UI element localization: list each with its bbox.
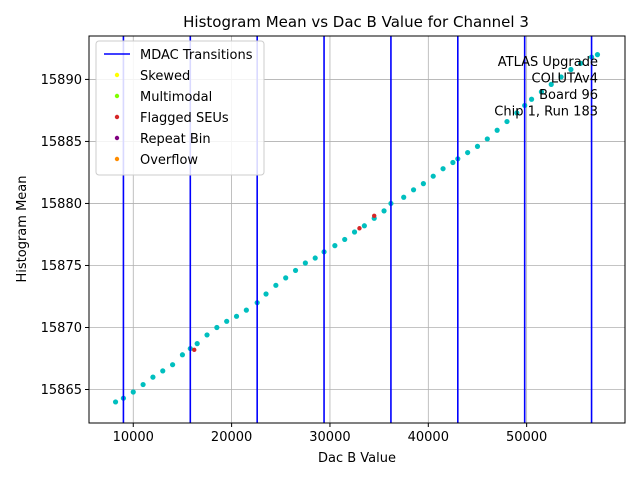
data-point <box>548 81 554 87</box>
data-point <box>263 291 269 297</box>
data-point <box>342 236 348 243</box>
data-point <box>112 399 119 405</box>
y-tick-label: 15865 <box>41 383 82 398</box>
legend-label: Skewed <box>140 69 190 84</box>
data-point <box>233 313 240 319</box>
legend-label: Multimodal <box>140 90 212 105</box>
data-point <box>514 110 520 116</box>
x-axis-label: Dac B Value <box>318 451 396 466</box>
data-point <box>420 181 426 187</box>
data-point <box>594 52 601 58</box>
legend-dot-marker <box>114 135 120 141</box>
data-point <box>130 389 136 395</box>
data-point <box>568 66 574 73</box>
y-tick-label: 15870 <box>41 321 82 336</box>
data-point <box>214 324 220 331</box>
data-point <box>292 267 299 274</box>
legend-dot-marker <box>114 72 120 78</box>
legend-label: MDAC Transitions <box>140 48 253 63</box>
x-tick-label: 20000 <box>211 430 252 445</box>
annotation-line: ATLAS Upgrade <box>498 55 598 70</box>
data-point <box>140 381 146 388</box>
data-point <box>160 368 166 374</box>
data-point <box>504 118 510 125</box>
flagged-seu-point <box>372 213 377 219</box>
data-point <box>273 282 279 288</box>
data-point <box>169 362 176 368</box>
x-tick-label: 30000 <box>309 430 350 445</box>
data-point <box>494 127 500 133</box>
data-point <box>578 60 584 66</box>
flagged-seu-point <box>357 226 362 231</box>
data-point <box>484 136 490 142</box>
x-axis-ticks: 10000 20000 30000 40000 50000 <box>113 423 547 445</box>
data-points <box>112 52 601 405</box>
y-tick-label: 15890 <box>41 73 82 88</box>
data-point <box>224 318 230 324</box>
data-point <box>179 352 186 358</box>
legend-dot-marker <box>114 156 120 162</box>
grid <box>89 36 625 423</box>
data-point <box>332 243 338 249</box>
legend-dot-marker <box>114 93 120 99</box>
data-point <box>302 260 308 266</box>
data-point <box>430 173 436 179</box>
annotation-line: Chip 1, Run 183 <box>494 105 598 120</box>
data-point <box>381 208 387 214</box>
data-point <box>474 143 481 149</box>
mdac-transition-lines <box>122 36 593 423</box>
data-point <box>204 332 210 338</box>
data-point <box>312 255 318 261</box>
data-point <box>351 229 358 235</box>
data-point <box>538 89 545 95</box>
legend: MDAC Transitions Skewed Multimodal Flagged … <box>95 40 265 176</box>
y-tick-label: 15885 <box>41 135 82 150</box>
x-tick-label: 10000 <box>113 430 154 445</box>
flagged-seu-point <box>192 347 197 353</box>
data-point <box>243 307 249 313</box>
data-point <box>401 194 407 200</box>
data-point <box>194 341 200 347</box>
y-axis-label: Histogram Mean <box>15 176 30 283</box>
x-tick-label: 50000 <box>506 430 547 445</box>
data-point <box>361 223 367 229</box>
y-tick-label: 15875 <box>41 259 82 274</box>
legend-label: Flagged SEUs <box>140 111 229 126</box>
data-point <box>528 96 535 102</box>
chart-title: Histogram Mean vs Dac B Value for Channe… <box>183 13 529 31</box>
data-point <box>465 149 471 156</box>
data-point <box>450 159 456 166</box>
y-tick-label: 15880 <box>41 197 82 212</box>
x-tick-label: 40000 <box>408 430 449 445</box>
annotation-line: COLUTAv4 <box>532 72 598 87</box>
data-point <box>558 74 564 80</box>
data-point <box>410 187 417 193</box>
legend-dot-marker <box>114 114 120 120</box>
legend-box <box>95 40 265 176</box>
data-point <box>150 374 156 380</box>
legend-label: Repeat Bin <box>140 132 211 147</box>
plot-area-frame <box>88 35 626 424</box>
annotation-line: Board 96 <box>539 88 598 103</box>
y-axis-ticks: 15865 15870 15875 15880 15885 15890 <box>41 73 89 398</box>
legend-label: Overflow <box>140 153 198 168</box>
data-point <box>283 275 289 281</box>
data-point <box>440 166 446 172</box>
